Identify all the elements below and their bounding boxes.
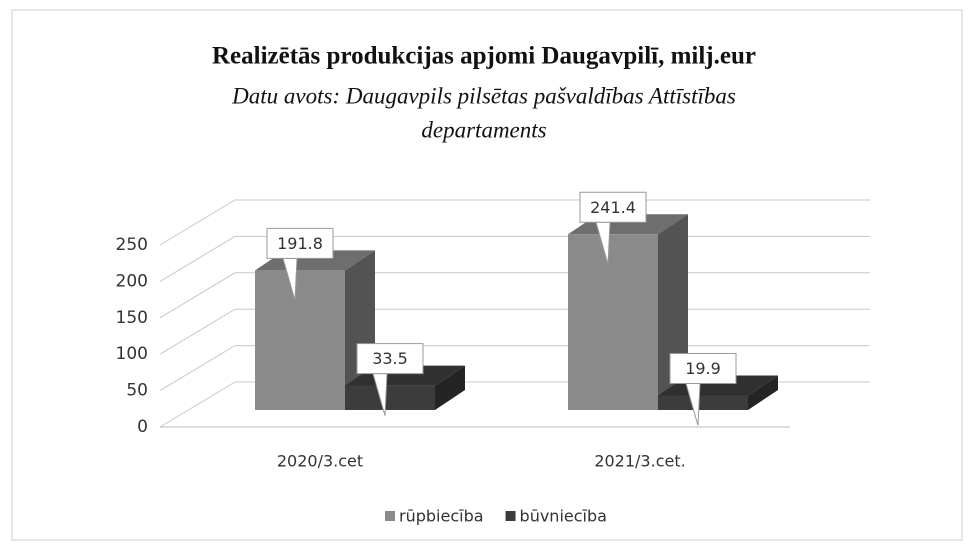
grid-line [159, 199, 870, 246]
chart-subtitle: departaments [421, 117, 546, 142]
data-label: 19.9 [685, 359, 721, 378]
label-box [669, 353, 737, 385]
data-label: 33.5 [372, 349, 408, 368]
bar-side [748, 375, 778, 410]
y-tick-label: 0 [137, 417, 148, 437]
label-box [266, 227, 334, 259]
chart-frame [11, 9, 963, 541]
bar-front [568, 234, 658, 410]
y-tick-label: 50 [126, 381, 148, 401]
data-label: 241.4 [590, 198, 636, 217]
legend-label: būvniecība [520, 507, 607, 526]
bar-front [345, 385, 435, 410]
legend-label: rūpbiecība [399, 507, 484, 526]
data-label: 191.8 [277, 234, 323, 253]
bar-front [255, 270, 345, 410]
x-tick-label: 2020/3.cet [277, 452, 363, 471]
bar [568, 214, 688, 410]
label-box [579, 191, 647, 223]
bar-side [435, 365, 465, 410]
chart-subtitle: Datu avots: Daugavpils pilsētas pašvaldī… [231, 83, 736, 108]
legend-swatch [385, 511, 395, 521]
label-box [356, 343, 424, 375]
chart-title: Realizētās produkcijas apjomi Daugavpilī… [212, 43, 756, 70]
x-tick-label: 2021/3.cet. [594, 452, 685, 471]
bar-front [658, 395, 748, 410]
y-tick-label: 100 [116, 344, 148, 364]
y-tick-label: 250 [116, 235, 148, 255]
legend-swatch [505, 511, 516, 521]
y-tick-label: 150 [116, 308, 148, 328]
y-tick-label: 200 [116, 271, 148, 291]
